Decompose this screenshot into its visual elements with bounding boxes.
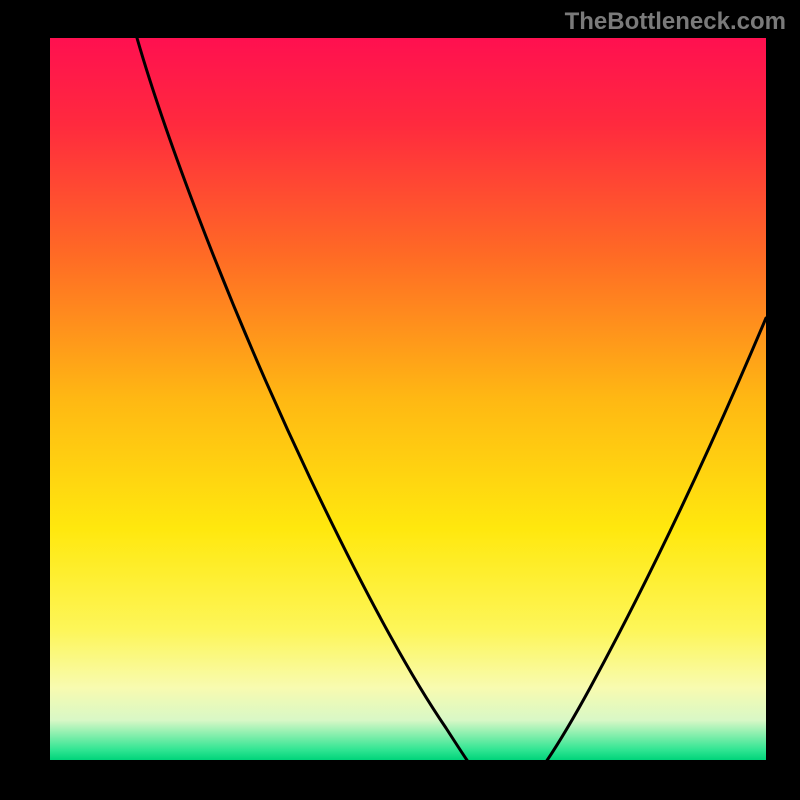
watermark-text: TheBottleneck.com bbox=[565, 8, 786, 36]
plot-area bbox=[50, 38, 766, 760]
curve-svg bbox=[50, 38, 766, 760]
chart-stage: TheBottleneck.com bbox=[0, 0, 800, 800]
bottleneck-curve bbox=[137, 38, 766, 760]
